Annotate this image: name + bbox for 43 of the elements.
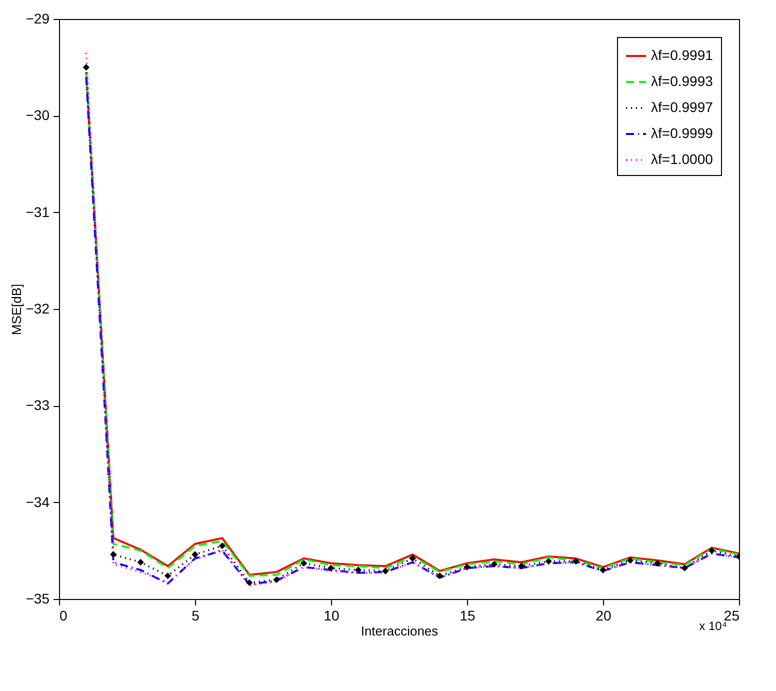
point <box>518 562 525 570</box>
point <box>164 572 172 580</box>
x-tick-label: 0 <box>60 608 68 624</box>
legend-label: λf=0.9997 <box>651 99 714 115</box>
x-tick-label: 5 <box>192 608 200 624</box>
point <box>110 551 117 558</box>
point <box>328 564 334 572</box>
legend-label: λf=0.9991 <box>651 47 714 63</box>
y-tick-label: −29 <box>26 10 50 26</box>
point <box>600 566 606 574</box>
point <box>354 566 362 574</box>
point <box>436 572 444 580</box>
point <box>708 547 716 554</box>
point <box>490 560 498 568</box>
y-tick-label: −31 <box>26 204 50 220</box>
legend-label: λf=0.9993 <box>651 73 714 89</box>
legend-label: λf=1.0000 <box>651 151 714 167</box>
y-tick-label: −30 <box>26 107 50 124</box>
point <box>137 558 144 566</box>
y-tick-label: −35 <box>26 590 50 606</box>
point <box>82 64 90 71</box>
x-tick-label: 15 <box>460 608 476 624</box>
legend-label: λf=0.9999 <box>651 125 714 141</box>
point <box>545 558 552 565</box>
point <box>300 560 308 567</box>
x-tick-label: 10 <box>324 608 340 624</box>
point <box>654 560 661 567</box>
point <box>572 558 580 565</box>
y-tick-label: −32 <box>26 300 50 316</box>
point <box>409 555 416 562</box>
point <box>382 568 389 574</box>
y-tick-label: −34 <box>26 494 50 510</box>
point <box>273 576 280 584</box>
point <box>626 556 634 564</box>
y-axis-title: MSE[dB] <box>8 284 24 336</box>
y-tick-label: −33 <box>26 397 50 414</box>
point <box>246 579 253 586</box>
point <box>218 542 226 550</box>
x-tick-label: 20 <box>596 608 612 624</box>
point <box>192 551 198 558</box>
x-axis-title: Interacciones <box>360 624 439 638</box>
point <box>464 564 470 570</box>
point <box>681 564 688 572</box>
